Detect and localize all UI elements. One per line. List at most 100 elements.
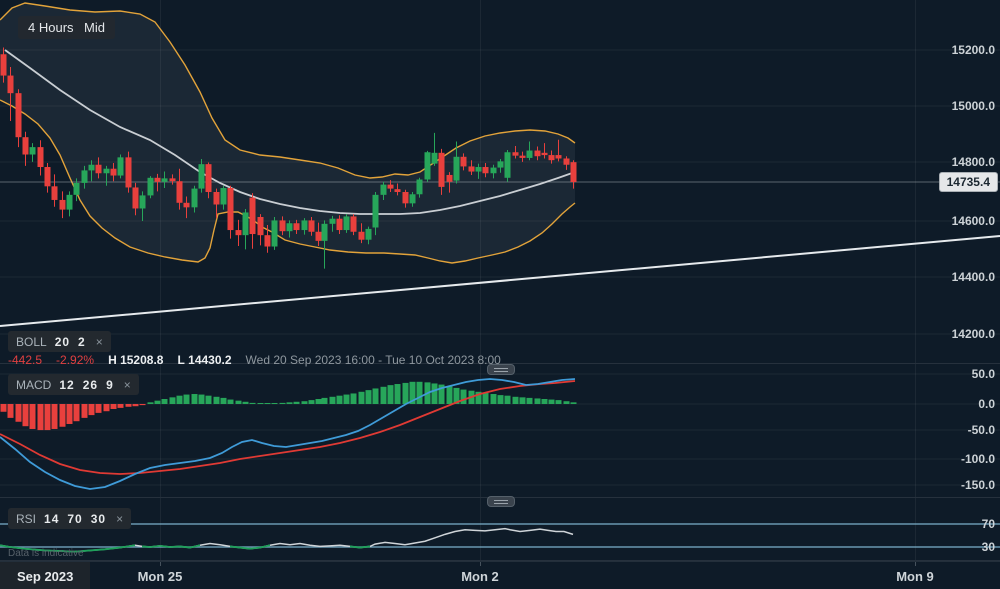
candle: [490, 167, 497, 174]
boll-low: L 14430.2: [177, 353, 232, 367]
candle: [548, 155, 555, 161]
price-type-button[interactable]: Mid: [74, 16, 115, 39]
candle: [555, 155, 562, 159]
candle: [161, 178, 168, 182]
rsi-param-overbought: 70: [67, 511, 83, 526]
candle: [438, 152, 445, 187]
price-axis-label: 14400.0: [951, 270, 995, 284]
candle: [424, 152, 431, 180]
candle: [286, 223, 293, 232]
candle: [125, 157, 132, 188]
macd-param-signal: 9: [106, 377, 114, 392]
candle: [350, 216, 357, 232]
price-axis-label: 14200.0: [951, 327, 995, 341]
candle: [7, 75, 14, 94]
candle: [329, 218, 336, 224]
rsi-axis-label: 30: [981, 540, 995, 554]
macd-indicator-badge[interactable]: MACD 12 26 9 ×: [8, 374, 139, 395]
time-axis: Sep 2023 Mon 25 Mon 2 Mon 9: [0, 561, 1000, 589]
visible-date-range: Wed 20 Sep 2023 16:00 - Tue 10 Oct 2023 …: [245, 353, 501, 367]
time-axis-label: Sep 2023: [0, 562, 91, 589]
boll-indicator-badge[interactable]: BOLL 20 2 ×: [8, 331, 111, 352]
candle: [308, 220, 315, 232]
macd-axis-label: -150.0: [960, 478, 995, 492]
candle: [154, 177, 161, 182]
rsi-param-period: 14: [44, 511, 60, 526]
candle: [431, 152, 438, 164]
candle: [205, 164, 212, 192]
candle: [372, 194, 379, 228]
time-axis-tick: [915, 562, 916, 566]
candle: [213, 192, 220, 205]
candle: [570, 162, 577, 183]
rsi-close-icon[interactable]: ×: [116, 511, 124, 526]
candle: [73, 182, 80, 195]
candle: [380, 184, 387, 195]
timeframe-label: 4 Hours: [28, 20, 74, 35]
macd-name: MACD: [16, 377, 52, 392]
candle: [191, 188, 198, 208]
candle: [387, 184, 394, 189]
candle: [51, 186, 58, 200]
candle: [497, 161, 504, 168]
candle: [519, 155, 526, 158]
candle: [504, 152, 511, 178]
boll-name: BOLL: [16, 334, 47, 349]
macd-axis-label: 0.0: [978, 397, 995, 411]
data-indicative-note: Data is indicative: [8, 548, 84, 559]
candle: [147, 177, 154, 196]
candle: [563, 158, 570, 165]
candle: [220, 188, 227, 205]
current-price-badge: 14735.4: [938, 172, 998, 192]
candle: [44, 167, 51, 187]
candle: [88, 164, 95, 171]
candle: [132, 187, 139, 209]
boll-high: H 15208.8: [108, 353, 164, 367]
candle: [37, 147, 44, 168]
candle: [446, 174, 453, 182]
boll-param-stdev: 2: [78, 334, 86, 349]
candle: [95, 164, 102, 174]
candle: [103, 168, 110, 174]
candle: [264, 235, 271, 247]
candle: [394, 189, 401, 192]
candle: [227, 188, 234, 231]
boll-change: -442.5: [8, 353, 43, 367]
macd-axis-label: -100.0: [960, 452, 995, 466]
candle: [512, 152, 519, 156]
macd-param-slow: 26: [82, 377, 99, 392]
boll-close-icon[interactable]: ×: [95, 334, 103, 349]
time-axis-label: Mon 25: [137, 569, 183, 584]
candle: [541, 152, 548, 156]
candle: [257, 216, 264, 236]
candle: [409, 194, 416, 204]
macd-param-fast: 12: [59, 377, 75, 392]
candle: [81, 170, 88, 183]
price-axis-label: 14800.0: [951, 155, 995, 169]
candle: [358, 231, 365, 240]
candle: [271, 220, 278, 247]
candle: [242, 212, 249, 236]
macd-axis-label: 50.0: [971, 367, 995, 381]
boll-values-row: -442.5 -2.92% H 15208.8 L 14430.2 Wed 20…: [8, 353, 501, 367]
time-axis-tick: [480, 562, 481, 566]
macd-close-icon[interactable]: ×: [123, 377, 131, 392]
time-axis-tick: [160, 562, 161, 566]
candle: [176, 181, 183, 203]
time-axis-label: Mon 9: [896, 569, 934, 584]
boll-param-period: 20: [54, 334, 71, 349]
candle: [198, 164, 205, 189]
timeframe-button[interactable]: 4 Hours: [18, 16, 84, 39]
price-axis-label: 14600.0: [951, 214, 995, 228]
macd-panel-resize-handle[interactable]: [487, 364, 515, 375]
candle: [110, 168, 117, 176]
rsi-indicator-badge[interactable]: RSI 14 70 30 ×: [8, 508, 132, 529]
candle: [321, 223, 328, 241]
candle: [117, 157, 124, 176]
candle: [460, 156, 467, 167]
price-axis-label: 15200.0: [951, 43, 995, 57]
price-type-label: Mid: [84, 20, 105, 35]
rsi-panel-resize-handle[interactable]: [487, 496, 515, 507]
